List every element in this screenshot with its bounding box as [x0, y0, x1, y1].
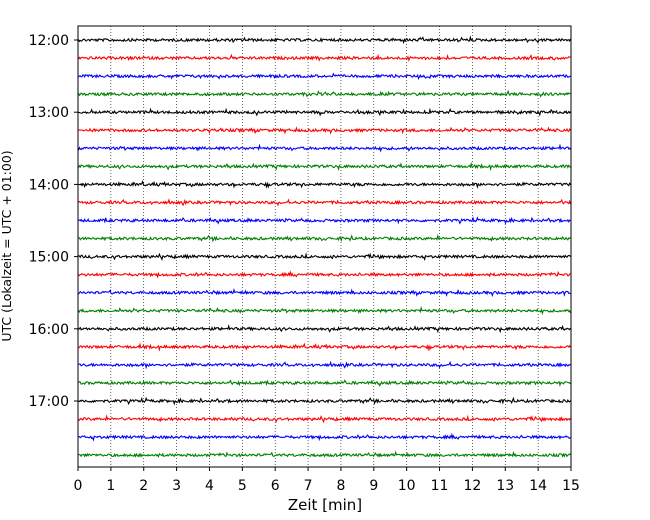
x-axis-label: Zeit [min] — [288, 496, 362, 514]
trace-1545 — [78, 305, 572, 316]
y-tick-label: 16:00 — [29, 322, 69, 338]
trace-1315 — [78, 126, 571, 135]
trace-1445 — [78, 233, 571, 243]
x-tick-label: 11 — [431, 478, 449, 494]
trace-1630 — [78, 360, 571, 370]
trace-1200 — [78, 35, 572, 45]
x-tick-label: 2 — [139, 478, 148, 494]
y-tick-label: 14:00 — [29, 177, 69, 193]
y-tick-label: 15:00 — [29, 250, 69, 266]
trace-1615 — [78, 342, 571, 352]
trace-1230 — [78, 72, 571, 80]
trace-1330 — [77, 143, 571, 153]
x-tick-label: 1 — [106, 478, 115, 494]
x-tick-label: 10 — [398, 478, 416, 494]
trace-1745 — [78, 450, 571, 459]
y-tick-label: 17:00 — [29, 394, 69, 410]
trace-1600 — [78, 323, 571, 334]
trace-1500 — [78, 252, 571, 262]
trace-1715 — [78, 414, 571, 424]
x-tick-label: 6 — [271, 478, 280, 494]
trace-1415 — [78, 198, 572, 207]
x-tick-label: 3 — [172, 478, 181, 494]
x-tick-label: 8 — [336, 478, 345, 494]
y-tick-label: 12:00 — [29, 33, 69, 49]
x-tick-label: 4 — [205, 478, 214, 494]
plot-frame — [77, 25, 572, 468]
x-tick-label: 7 — [304, 478, 313, 494]
x-tick-label: 14 — [529, 478, 547, 494]
x-tick-label: 13 — [496, 478, 514, 494]
trace-1400 — [78, 180, 571, 189]
trace-1345 — [78, 161, 571, 172]
trace-1730 — [78, 432, 571, 442]
x-tick-label: 9 — [369, 478, 378, 494]
trace-1430 — [78, 216, 571, 226]
seismic-traces — [77, 35, 572, 459]
trace-1700 — [78, 396, 571, 406]
x-tick-label: 5 — [238, 478, 247, 494]
y-axis-ticks: 12:00 13:00 14:00 15:00 16:00 17:00 — [29, 33, 78, 410]
x-tick-label: 15 — [562, 478, 580, 494]
trace-1530 — [78, 288, 571, 298]
trace-1515 — [78, 270, 571, 279]
trace-1645 — [78, 379, 571, 388]
y-tick-label: 13:00 — [29, 105, 69, 121]
x-axis-ticks: 0 1 2 3 4 5 6 7 8 9 10 11 12 13 14 15 — [74, 467, 580, 494]
trace-1245 — [77, 89, 571, 98]
x-tick-label: 0 — [74, 478, 83, 494]
x-tick-label: 12 — [463, 478, 481, 494]
y-axis-label: UTC (Lokalzeit = UTC + 01:00) — [0, 150, 14, 341]
trace-1300 — [78, 107, 571, 117]
trace-1215 — [78, 53, 571, 62]
